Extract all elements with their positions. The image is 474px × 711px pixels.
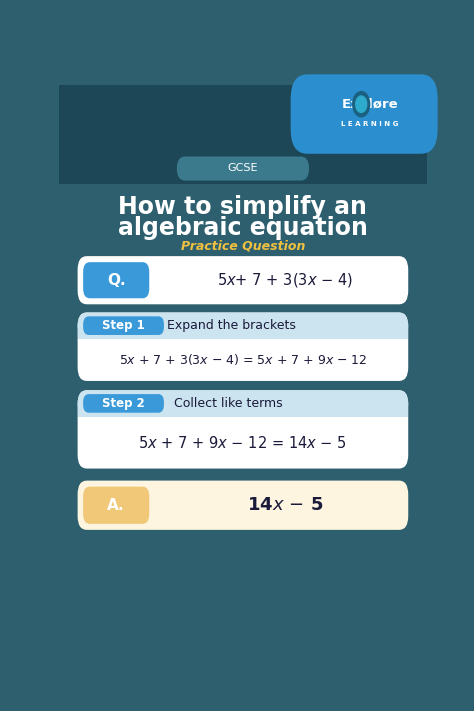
FancyBboxPatch shape [78,313,408,381]
FancyBboxPatch shape [78,481,408,530]
FancyBboxPatch shape [59,85,427,633]
Text: Step 1: Step 1 [102,319,145,332]
Text: algebraic equation: algebraic equation [118,215,368,240]
Text: Step 2: Step 2 [102,397,145,410]
FancyBboxPatch shape [78,403,408,417]
FancyBboxPatch shape [78,256,408,304]
Circle shape [356,96,367,112]
Text: 14$x$ $-$ 5: 14$x$ $-$ 5 [247,496,323,514]
FancyBboxPatch shape [83,394,164,412]
Text: GCSE: GCSE [228,163,258,173]
Text: Expløre: Expløre [341,98,398,111]
Text: How to simplify an: How to simplify an [118,195,367,219]
Text: Collect like terms: Collect like terms [174,397,283,410]
FancyBboxPatch shape [83,316,164,335]
Circle shape [353,92,370,117]
Text: Expand the brackets: Expand the brackets [167,319,296,332]
Text: A.: A. [108,498,125,513]
FancyBboxPatch shape [291,75,438,154]
FancyBboxPatch shape [78,390,408,469]
FancyBboxPatch shape [83,262,149,299]
FancyBboxPatch shape [78,313,408,339]
Text: Practice Question: Practice Question [181,240,305,253]
FancyBboxPatch shape [59,85,427,184]
FancyBboxPatch shape [78,390,408,417]
Text: Q.: Q. [107,273,126,288]
FancyBboxPatch shape [177,156,309,181]
FancyBboxPatch shape [78,326,408,339]
Text: $5x$+ 7 + 3(3$x$ $-$ 4): $5x$+ 7 + 3(3$x$ $-$ 4) [217,271,353,289]
FancyBboxPatch shape [83,486,149,524]
Text: $5x$ + 7 + 9$x$ $-$ 12 = 14$x$ $-$ 5: $5x$ + 7 + 9$x$ $-$ 12 = 14$x$ $-$ 5 [138,434,347,451]
Text: L E A R N I N G: L E A R N I N G [341,121,398,127]
Text: $5x$ + 7 + 3(3$x$ $-$ 4) = $5x$ + 7 + 9$x$ $-$ 12: $5x$ + 7 + 3(3$x$ $-$ 4) = $5x$ + 7 + 9$… [118,353,367,368]
